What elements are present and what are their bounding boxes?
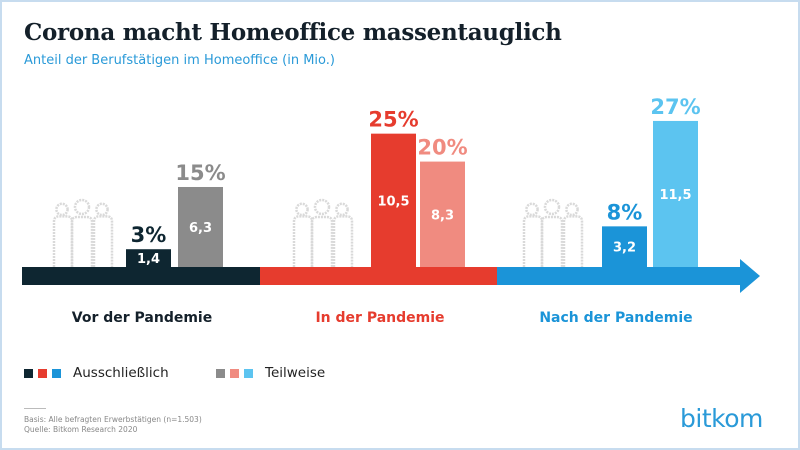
- people-icon: [522, 198, 584, 267]
- bar-partial: [653, 120, 698, 267]
- arrow-segment: [260, 267, 497, 285]
- bar-percent-label: 27%: [650, 95, 700, 119]
- bar-exclusive: [126, 249, 171, 267]
- person-head: [295, 202, 309, 217]
- bar-value-label: 11,5: [659, 188, 691, 203]
- people-icon: [52, 198, 114, 267]
- footer-basis: Basis: Alle befragten Erwerbstätigen (n=…: [24, 415, 202, 424]
- legend-swatch-lightblue: [244, 368, 253, 378]
- arrow-head-icon: [740, 259, 760, 293]
- chart-title: Corona macht Homeoffice massentauglich: [24, 19, 562, 46]
- bar-exclusive: [602, 226, 647, 267]
- bar-percent-label: 25%: [368, 108, 418, 132]
- bar-exclusive: [371, 133, 416, 267]
- bar-value-label: 1,4: [137, 252, 160, 267]
- person-body: [310, 215, 334, 267]
- person-body: [332, 215, 354, 267]
- legend-swatch-gray: [216, 368, 225, 378]
- person-body: [292, 215, 314, 267]
- bar-partial: [178, 186, 223, 267]
- footer: Basis: Alle befragten Erwerbstätigen (n=…: [24, 415, 202, 435]
- person-body: [52, 215, 74, 267]
- bar-percent-label: 3%: [131, 223, 167, 247]
- people-icon: [292, 198, 354, 267]
- footer-divider: [24, 408, 46, 409]
- bar-percent-label: 15%: [175, 161, 225, 185]
- person-head: [565, 202, 579, 217]
- person-head: [335, 202, 349, 217]
- legend-swatch-blue: [52, 368, 61, 378]
- person-head: [95, 202, 109, 217]
- person-body: [522, 215, 544, 267]
- category-label: In der Pandemie: [315, 310, 444, 326]
- person-head: [73, 198, 91, 216]
- person-body: [92, 215, 114, 267]
- bar-value-label: 6,3: [189, 221, 212, 236]
- arrow-segment: [497, 267, 740, 285]
- footer-source: Quelle: Bitkom Research 2020: [24, 425, 138, 434]
- person-head: [55, 202, 69, 217]
- person-body: [70, 215, 94, 267]
- bar-percent-label: 8%: [607, 200, 643, 224]
- person-head: [313, 198, 331, 216]
- chart-subtitle: Anteil der Berufstätigen im Homeoffice (…: [24, 53, 335, 68]
- legend-exclusive: Ausschließlich: [24, 365, 169, 381]
- legend-swatch-pink: [230, 368, 239, 378]
- person-body: [540, 215, 564, 267]
- legend-swatch-red: [38, 368, 47, 378]
- bar-value-label: 3,2: [613, 241, 636, 256]
- bar-percent-label: 20%: [417, 136, 467, 160]
- category-label: Vor der Pandemie: [72, 310, 212, 326]
- bar-partial: [420, 161, 465, 267]
- bar-value-label: 8,3: [431, 208, 454, 223]
- legend-label-exclusive: Ausschließlich: [73, 365, 169, 381]
- arrow-segment: [22, 267, 260, 285]
- bitkom-logo: bitkom: [680, 404, 763, 433]
- person-head: [543, 198, 561, 216]
- bar-value-label: 10,5: [377, 194, 409, 209]
- legend-label-partial: Teilweise: [265, 365, 326, 381]
- category-label: Nach der Pandemie: [539, 310, 692, 326]
- person-body: [562, 215, 584, 267]
- legend-partial: Teilweise: [216, 365, 325, 381]
- person-head: [525, 202, 539, 217]
- legend-swatch-dark: [24, 368, 33, 378]
